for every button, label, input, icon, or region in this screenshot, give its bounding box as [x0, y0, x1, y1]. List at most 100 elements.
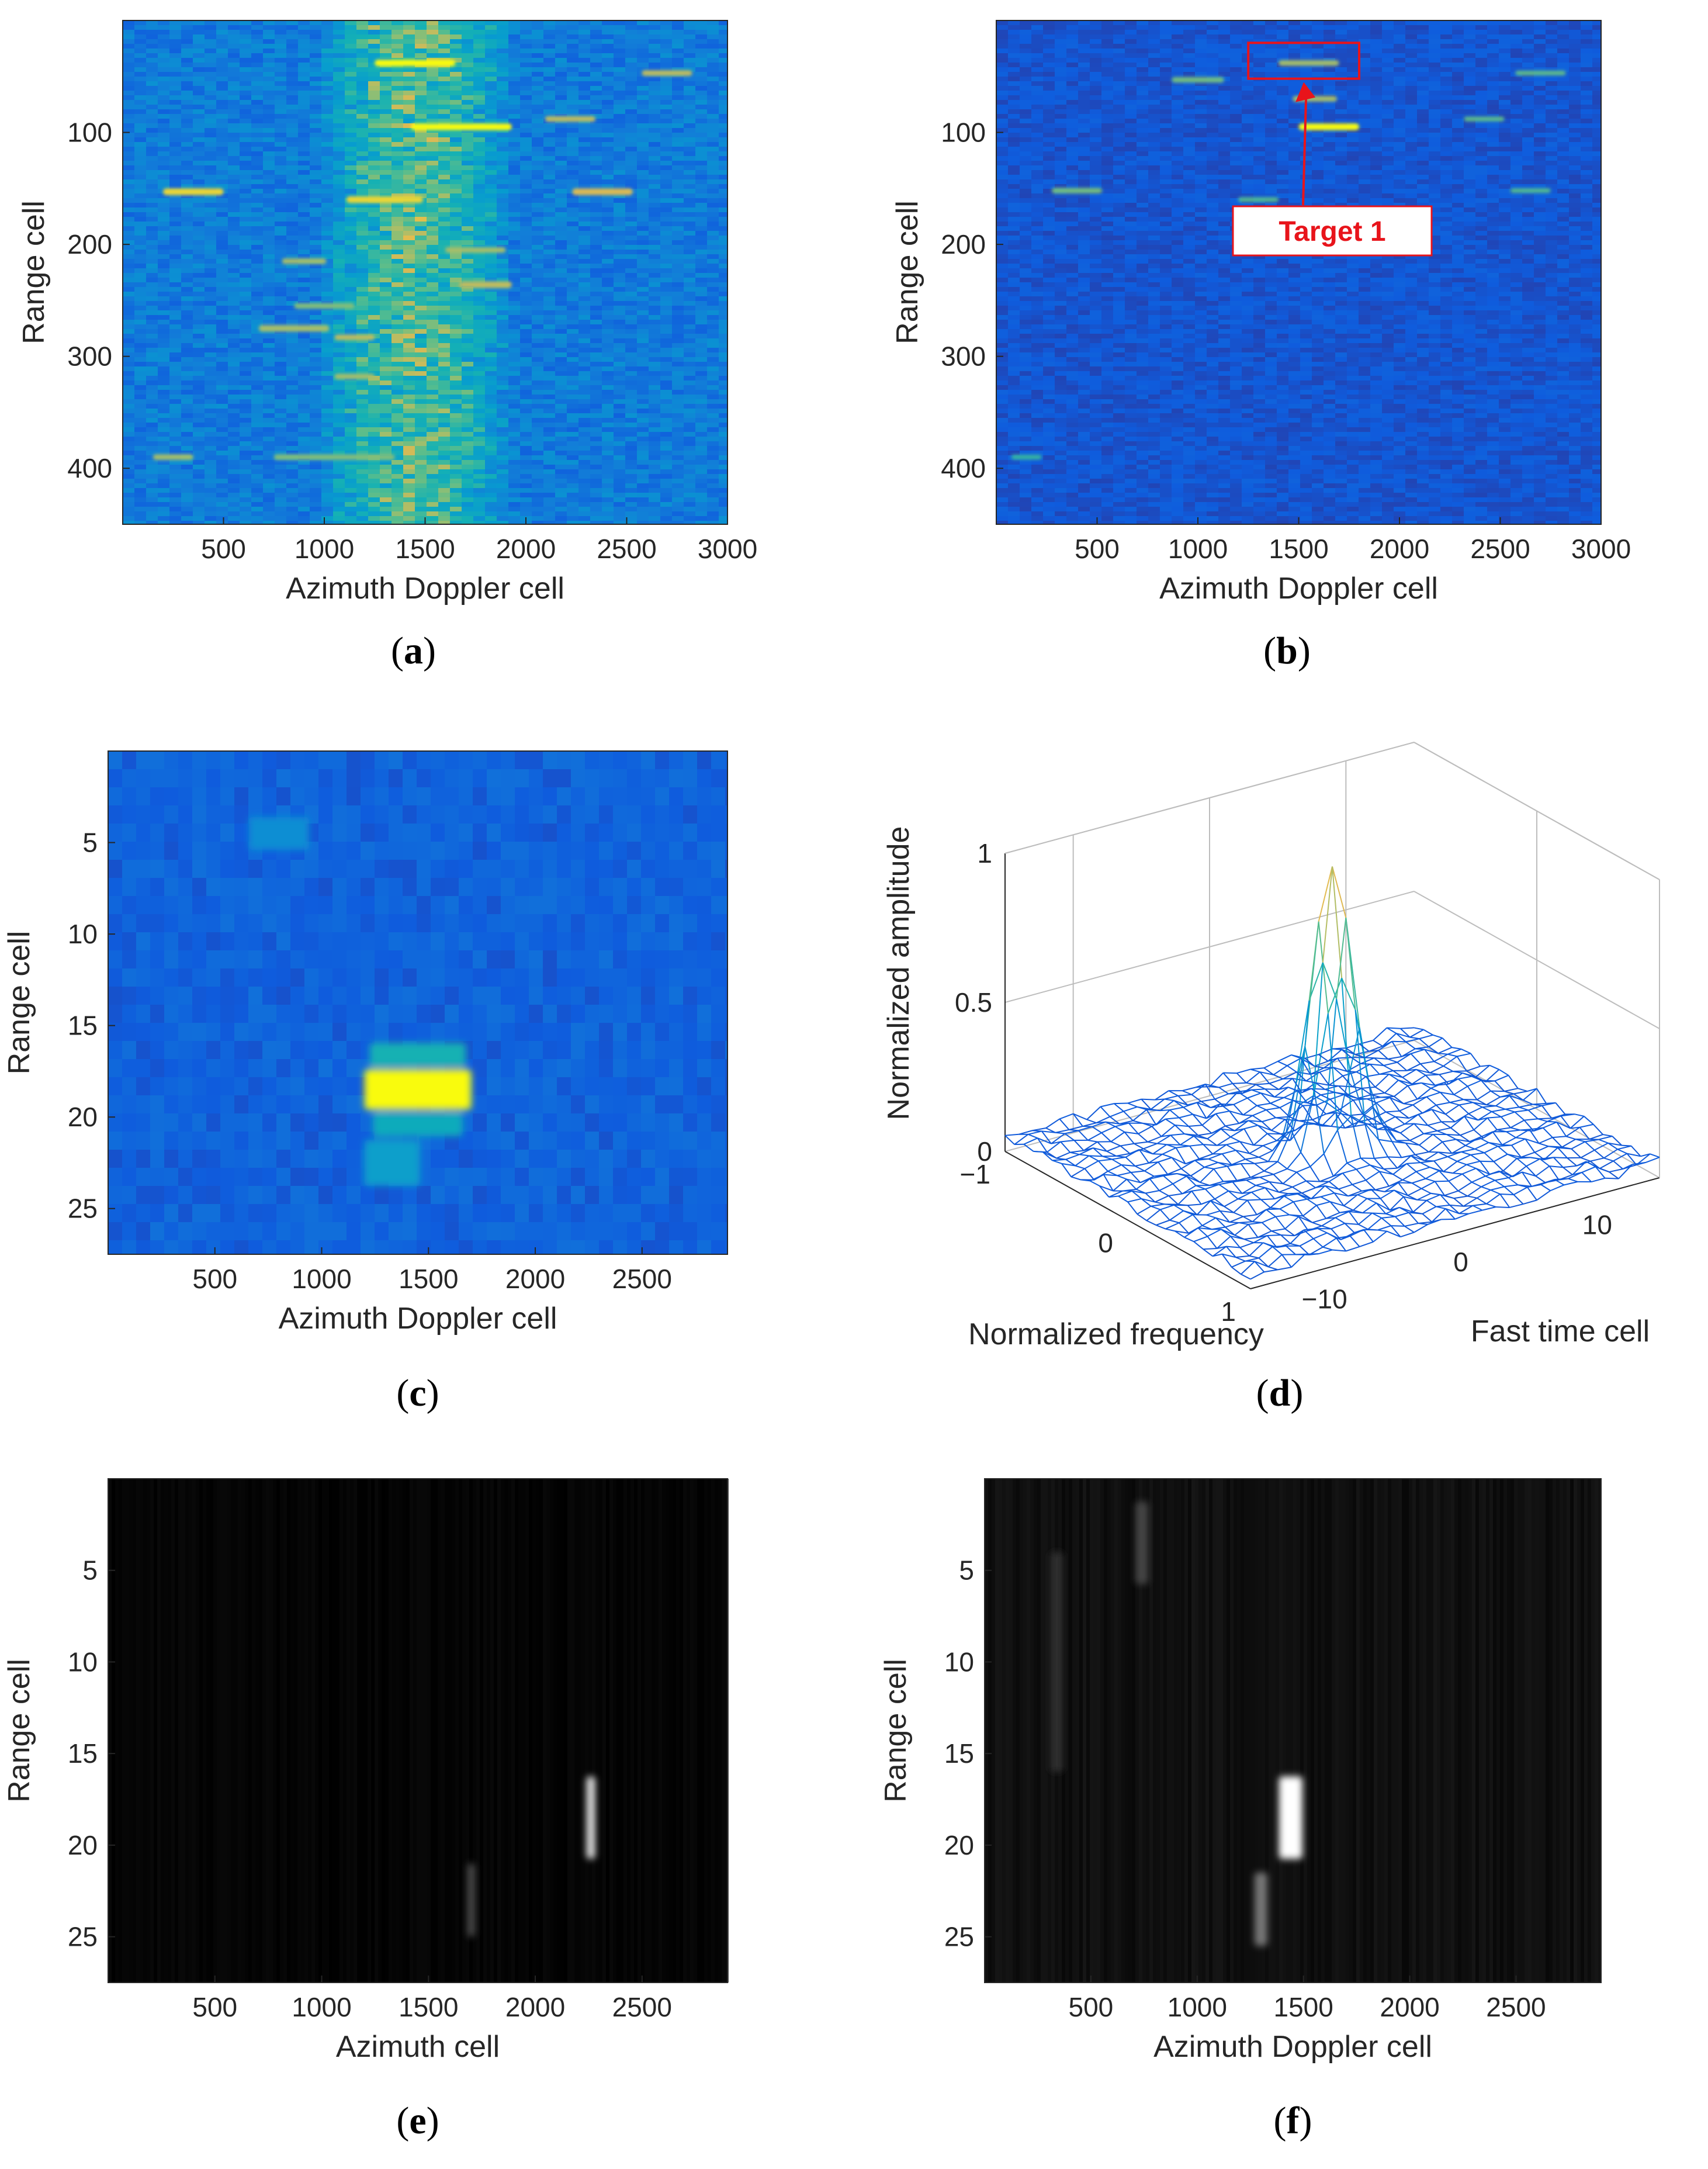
heatmap-cell [660, 20, 672, 25]
heatmap-cell [602, 278, 614, 282]
heatmap-cell [321, 165, 333, 170]
heatmap-cell [310, 423, 321, 427]
heatmap-cell [146, 161, 158, 165]
heatmap-cell [427, 100, 438, 105]
heatmap-cell [205, 320, 216, 324]
heatmap-cell [240, 301, 251, 306]
heatmap-cell [590, 165, 602, 170]
heatmap-cell [637, 399, 649, 404]
heatmap-cell [695, 306, 707, 310]
heatmap-cell [590, 413, 602, 418]
heatmap-cell [450, 119, 462, 123]
heatmap-cell [520, 100, 532, 105]
heatmap-cell [356, 240, 368, 245]
heatmap-cell [508, 254, 520, 259]
heatmap-cell [637, 315, 649, 320]
heatmap-cell [251, 151, 263, 156]
heatmap-cell [508, 362, 520, 366]
heatmap-cell [146, 366, 158, 371]
heatmap-cell [508, 217, 520, 222]
heatmap-cell [637, 357, 649, 362]
heatmap-cell [123, 20, 134, 25]
heatmap-cell [532, 25, 543, 30]
heatmap-cell [205, 376, 216, 380]
heatmap-cell [134, 427, 146, 432]
heatmap-cell [660, 212, 672, 217]
heatmap-cell [473, 301, 485, 306]
heatmap-cell [310, 465, 321, 469]
heatmap-cell [543, 39, 555, 44]
heatmap-cell [707, 222, 719, 226]
heatmap-cell [427, 222, 438, 226]
heatmap-cell [602, 147, 614, 151]
heatmap-cell [240, 385, 251, 390]
heatmap-cell [672, 395, 684, 399]
heatmap-cell [625, 165, 637, 170]
heatmap-cell [532, 198, 543, 203]
heatmap-cell [637, 86, 649, 91]
heatmap-cell [602, 39, 614, 44]
heatmap-cell [672, 264, 684, 268]
heatmap-cell [380, 30, 392, 34]
heatmap-cell [649, 455, 660, 460]
heatmap-cell [450, 264, 462, 268]
heatmap-cell [438, 441, 450, 446]
heatmap-cell [719, 63, 727, 67]
heatmap-cell [695, 170, 707, 175]
heatmap-cell [543, 451, 555, 455]
heatmap-cell [392, 165, 403, 170]
heatmap-cell [637, 203, 649, 207]
heatmap-cell [485, 156, 497, 161]
heatmap-cell [532, 86, 543, 91]
heatmap-cell [380, 86, 392, 91]
heatmap-cell [637, 380, 649, 385]
heatmap-cell [578, 418, 590, 423]
heatmap-cell [345, 357, 356, 362]
heatmap-cell [228, 245, 240, 250]
heatmap-cell [450, 77, 462, 81]
heatmap-cell [625, 207, 637, 212]
heatmap-cell [263, 72, 275, 77]
heatmap-cell [520, 366, 532, 371]
heatmap-cell [649, 395, 660, 399]
heatmap-cell [146, 20, 158, 25]
heatmap-cell [660, 338, 672, 343]
heatmap-cell [462, 301, 473, 306]
heatmap-cell [251, 380, 263, 385]
heatmap-cell [555, 133, 567, 137]
heatmap-cell [473, 390, 485, 395]
heatmap-cell [181, 362, 193, 366]
heatmap-cell [123, 34, 134, 39]
heatmap-cell [719, 418, 727, 423]
heatmap-cell [380, 151, 392, 156]
heatmap-cell [158, 44, 169, 49]
heatmap-cell [356, 324, 368, 329]
heatmap-cell [555, 193, 567, 198]
heatmap-cell [660, 39, 672, 44]
heatmap-cell [380, 179, 392, 184]
heatmap-cell [169, 273, 181, 278]
heatmap-cell [134, 441, 146, 446]
heatmap-cell [169, 254, 181, 259]
heatmap-cell [497, 137, 508, 142]
heatmap-cell [520, 44, 532, 49]
heatmap-cell [520, 105, 532, 109]
heatmap-cell [450, 151, 462, 156]
heatmap-cell [134, 231, 146, 236]
heatmap-cell [240, 362, 251, 366]
heatmap-cell [637, 212, 649, 217]
heatmap-cell [508, 427, 520, 432]
heatmap-cell [555, 95, 567, 100]
heatmap-cell [543, 184, 555, 189]
heatmap-cell [462, 175, 473, 179]
heatmap-cell [146, 409, 158, 413]
heatmap-cell [672, 100, 684, 105]
heatmap-cell [181, 67, 193, 72]
heatmap-cell [205, 371, 216, 376]
heatmap-cell [169, 259, 181, 264]
heatmap-cell [205, 30, 216, 34]
heatmap-cell [590, 91, 602, 95]
heatmap-cell [321, 352, 333, 357]
heatmap-cell [473, 315, 485, 320]
heatmap-cell [321, 250, 333, 254]
